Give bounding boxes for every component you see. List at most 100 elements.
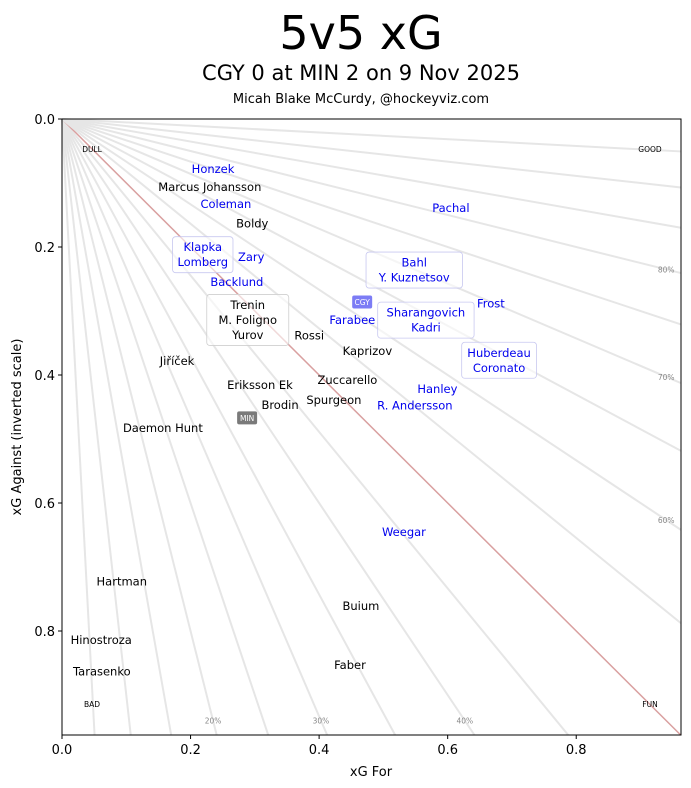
share-line [61,118,96,736]
player-name: Hartman [97,575,147,589]
player-name: Eriksson Ek [227,378,293,392]
player-label: Weegar [382,525,426,539]
player-name: Yurov [231,328,264,342]
player-name: Brodin [261,398,298,412]
share-label: 60% [658,516,675,525]
corner-label-good: GOOD [638,145,662,154]
player-name: Kaprizov [343,344,393,358]
y-tick-label: 0.4 [34,369,55,384]
share-line [61,118,682,625]
player-name: Klapka [183,240,222,254]
share-line [61,118,569,736]
player-name: Sharangovich [387,306,466,320]
chart-credit: Micah Blake McCurdy, @hockeyviz.com [233,92,489,107]
y-tick-label: 0.2 [34,241,55,256]
corner-label-bad: BAD [84,700,100,709]
share-line [61,118,682,153]
share-line [61,118,218,736]
x-tick-label: 0.6 [437,743,458,758]
player-group-box [461,341,537,379]
team-badge-bg [237,411,258,425]
player-label: Zary [238,250,265,264]
share-line [61,118,397,736]
player-name: Zuccarello [317,373,377,387]
player-name: Buium [342,599,379,613]
player-name: Hinostroza [71,633,132,647]
player-label: Marcus Johansson [158,180,261,194]
player-label: Tarasenko [72,664,131,678]
plot-frame [61,118,682,736]
player-group-box [365,251,463,289]
player-label: Spurgeon [306,393,361,407]
chart-subtitle: CGY 0 at MIN 2 on 9 Nov 2025 [202,61,520,85]
player-name: Kadri [411,321,441,335]
team-badge-label: MIN [240,414,254,423]
share-label: 40% [456,717,473,726]
corner-label-fun: FUN [642,700,657,709]
share-line [61,118,682,326]
player-label: Boldy [236,216,268,230]
team-badge-min: MIN [237,411,258,425]
share-label: 80% [658,265,675,274]
player-label: Hinostroza [71,633,132,647]
x-tick-label: 0.0 [52,743,73,758]
player-name: Huberdeau [467,346,531,360]
player-name: Pachal [432,201,469,215]
x-axis-label: xG For [350,765,393,780]
player-group-box [206,294,290,346]
player-name: Marcus Johansson [158,180,261,194]
player-name: Farabee [329,313,375,327]
player-label: Buium [342,599,379,613]
player-label: Zuccarello [317,373,377,387]
player-label: Rossi [294,328,324,342]
x-tick-label: 0.8 [566,743,587,758]
player-name: Rossi [294,328,324,342]
player-label: Farabee [329,313,375,327]
player-name: Bahl [402,256,427,270]
x-tick-label: 0.4 [309,743,330,758]
share-line [61,118,173,736]
team-badge-cgy: CGY [352,295,373,309]
share-line [61,118,682,229]
player-name: Weegar [382,525,426,539]
player-name: Zary [238,250,265,264]
player-name: Coronato [473,361,525,375]
player-group-box [377,301,475,339]
share-label: 30% [313,717,330,726]
player-label: Jiříček [159,354,195,368]
player-name: Frost [477,296,505,310]
player-name: M. Foligno [219,313,278,327]
player-name: Trenin [229,298,265,312]
team-badge-label: CGY [355,298,371,307]
player-name: Y. Kuznetsov [378,271,450,285]
team-badge-bg [352,295,373,309]
player-label: Hartman [97,575,147,589]
share-line [61,118,682,385]
player-label: Daemon Hunt [123,421,203,435]
x-tick-label: 0.2 [180,743,201,758]
player-name: Lomberg [177,255,228,269]
player-name: Backlund [210,275,263,289]
y-tick-label: 0.8 [34,625,55,640]
player-name: R. Andersson [377,399,452,413]
share-line [61,118,682,275]
player-name: Tarasenko [72,664,131,678]
share-line [61,118,270,736]
player-label: R. Andersson [377,399,452,413]
player-label: Kaprizov [343,344,393,358]
player-name: Honzek [192,162,235,176]
player-label: Faber [334,658,366,672]
player-label: Hanley [417,382,457,396]
player-name: Daemon Hunt [123,421,203,435]
y-tick-label: 0.6 [34,497,55,512]
player-name: Hanley [417,382,457,396]
player-label: Pachal [432,201,469,215]
player-name: Faber [334,658,366,672]
y-tick-label: 0.0 [34,113,55,128]
share-line [61,118,329,736]
